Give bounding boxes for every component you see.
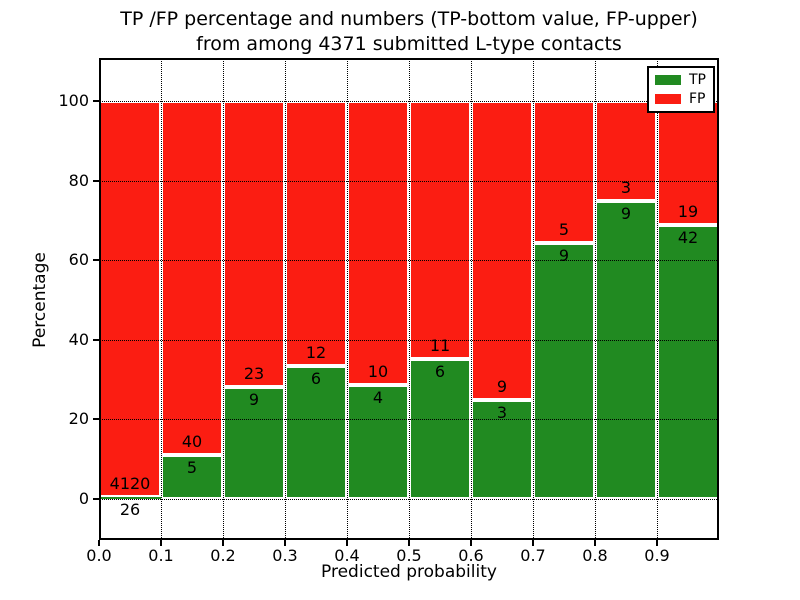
x-tick [98,540,100,546]
gridline-vertical [594,58,596,540]
x-tick [656,540,658,546]
bar-tp-segment [595,200,657,499]
bar-fp-segment [99,101,161,497]
bar-tp-segment [161,454,223,499]
gridline-vertical [160,58,162,540]
x-tick-label: 0.9 [644,546,670,565]
y-tick [93,100,99,102]
x-tick-label: 0.0 [86,546,112,565]
chart-title-line-1: TP /FP percentage and numbers (TP-bottom… [120,8,698,30]
bar-fp-segment [595,101,657,201]
legend-item-tp: TP [655,73,707,87]
gridline-vertical [408,58,410,540]
legend-fp-swatch-icon [655,93,681,104]
x-tick-label: 0.2 [210,546,236,565]
chart-title: TP /FP percentage and numbers (TP-bottom… [99,7,719,57]
gridline-horizontal [99,260,719,262]
bar-tp-segment [409,358,471,499]
gridline-horizontal [99,339,719,341]
legend-fp-label: FP [689,90,706,107]
bar-fp-segment [409,101,471,359]
legend-item-fp: FP [655,92,707,106]
plot-area: 4120 26 40 5 23 9 12 6 10 4 11 6 9 3 5 9 3 9 19 42 [99,58,719,540]
x-tick-label: 0.3 [272,546,298,565]
bar-tp-segment [99,496,161,499]
chart-title-line-2: from among 4371 submitted L-type contact… [196,33,622,55]
gridline-horizontal [99,419,719,421]
y-tick [93,179,99,182]
gridline-vertical [284,58,286,540]
x-tick [408,540,410,546]
y-tick [93,259,99,262]
x-axis-label: Predicted probability [321,562,497,582]
x-tick [594,540,596,546]
gridline-vertical [222,58,224,540]
x-tick-label: 0.1 [148,546,174,565]
y-tick-label: 20 [68,409,89,429]
gridline-horizontal [99,180,719,182]
y-tick [93,418,99,421]
legend: TP FP [647,66,715,113]
bar-tp-segment [347,385,409,499]
bar-tp-segment [285,366,347,499]
x-tick [222,540,224,546]
y-tick-label: 60 [68,250,89,270]
gridline-vertical [532,58,534,540]
bar-fp-segment [471,101,533,400]
gridline-vertical [346,58,348,540]
x-tick-label: 0.4 [334,546,360,565]
bar-fp-segment [223,101,285,388]
x-tick [284,540,286,546]
y-tick [93,338,99,341]
y-tick-label: 80 [68,170,89,190]
gridline-vertical [656,58,658,540]
gridline-horizontal [99,101,719,102]
y-tick [93,498,99,500]
gridline-horizontal [99,499,719,500]
bar-fp-segment [347,101,409,386]
x-tick [160,540,162,546]
x-tick-label: 0.7 [520,546,546,565]
y-tick-label: 40 [68,329,89,349]
bar-fp-segment [657,101,719,225]
bar-tp-segment [223,387,285,499]
legend-tp-swatch-icon [655,75,681,86]
x-tick-label: 0.8 [582,546,608,565]
x-tick [532,540,534,546]
bar-fp-segment [285,101,347,367]
x-tick [346,540,348,546]
bar-tp-segment [657,224,719,499]
tp-count-label: 26 [119,499,141,519]
bar-tp-segment [471,399,533,499]
legend-tp-label: TP [689,72,706,89]
y-tick-label: 100 [58,91,89,110]
bar-fp-segment [161,101,223,455]
bar-tp-segment [533,243,595,499]
bar-fp-segment [533,101,595,244]
x-tick-label: 0.5 [396,546,422,565]
gridline-vertical [470,58,472,540]
y-tick-label: 0 [78,489,89,508]
x-tick-label: 0.6 [458,546,484,565]
x-tick [470,540,472,546]
